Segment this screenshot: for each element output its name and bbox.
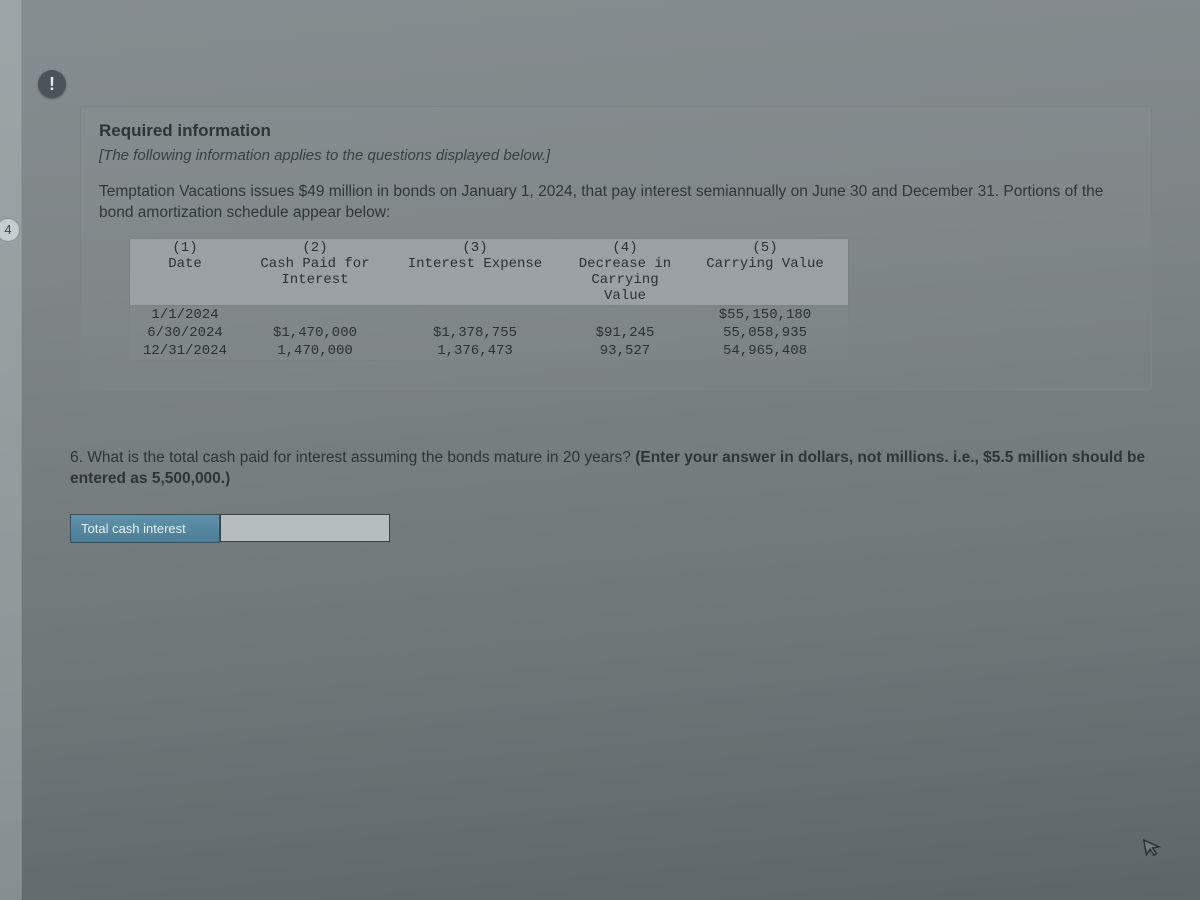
scenario-text: Temptation Vacations issues $49 million … <box>99 182 1133 224</box>
table-row: 12/31/2024 1,470,000 1,376,473 93,527 54… <box>130 342 848 360</box>
col-header-carrying: (5) Carrying Value <box>690 239 840 305</box>
cell-cash: 1,470,000 <box>240 342 390 360</box>
cell-date: 1/1/2024 <box>130 306 240 324</box>
answer-label: Total cash interest <box>70 514 220 543</box>
cell-intexp: 1,376,473 <box>390 342 560 360</box>
col-header-date: (1) Date <box>130 239 240 305</box>
cell-cash: $1,470,000 <box>240 324 390 342</box>
col-header-int-exp: (3) Interest Expense <box>390 239 560 305</box>
cell-decrease: 93,527 <box>560 342 690 360</box>
col-header-cash-paid: (2) Cash Paid for Interest <box>240 239 390 305</box>
cell-decrease <box>560 306 690 324</box>
info-card: Required information [The following info… <box>80 106 1152 390</box>
cell-carrying: $55,150,180 <box>690 306 840 324</box>
question-text: 6. What is the total cash paid for inter… <box>70 448 1160 490</box>
table-row: 1/1/2024 $55,150,180 <box>130 306 848 324</box>
table-body: 1/1/2024 $55,150,180 6/30/2024 $1,470,00… <box>130 306 848 360</box>
question-body: What is the total cash paid for interest… <box>83 449 635 466</box>
step-number-badge[interactable]: 4 <box>0 218 20 242</box>
applies-note: [The following information applies to th… <box>99 147 1133 164</box>
cell-intexp: $1,378,755 <box>390 324 560 342</box>
cell-date: 12/31/2024 <box>130 342 240 360</box>
total-cash-interest-input[interactable] <box>220 514 390 542</box>
left-rail: 4 <box>0 0 22 900</box>
required-info-title: Required information <box>99 121 1133 141</box>
cell-date: 6/30/2024 <box>130 324 240 342</box>
col-header-decrease: (4) Decrease in Carrying Value <box>560 239 690 305</box>
cell-intexp <box>390 306 560 324</box>
amortization-table: (1) Date (2) Cash Paid for Interest (3) … <box>129 238 849 361</box>
alert-icon: ! <box>38 70 66 98</box>
cursor-icon <box>1140 834 1167 865</box>
question-number: 6. <box>70 449 83 466</box>
table-header-row: (1) Date (2) Cash Paid for Interest (3) … <box>130 239 848 306</box>
cell-decrease: $91,245 <box>560 324 690 342</box>
cell-cash <box>240 306 390 324</box>
answer-row: Total cash interest <box>70 514 1160 543</box>
table-row: 6/30/2024 $1,470,000 $1,378,755 $91,245 … <box>130 324 848 342</box>
cell-carrying: 55,058,935 <box>690 324 840 342</box>
cell-carrying: 54,965,408 <box>690 342 840 360</box>
question-block: 6. What is the total cash paid for inter… <box>70 448 1160 543</box>
